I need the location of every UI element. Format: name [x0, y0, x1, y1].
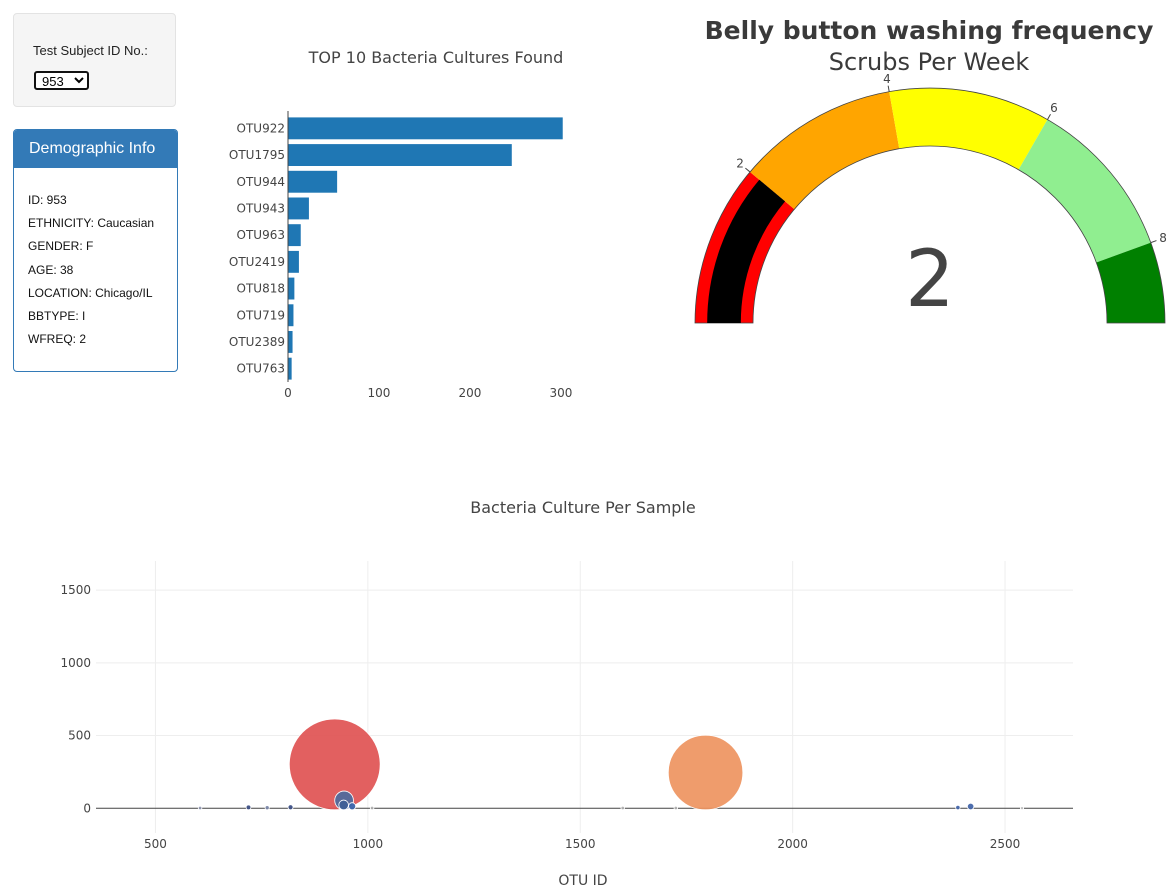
bar-category-label: OTU2419: [229, 255, 285, 269]
bubble-point: [288, 718, 381, 811]
bubble-point: [620, 805, 625, 811]
bubble-point: [287, 804, 294, 811]
bubble-chart-title: Bacteria Culture Per Sample: [470, 498, 696, 517]
bar: [288, 277, 295, 300]
bubble-point: [1019, 806, 1025, 811]
demographic-row-wfreq: WFREQ: 2: [28, 332, 87, 347]
demographic-row-location: LOCATION: Chicago/IL: [28, 285, 153, 300]
bubble-point: [369, 805, 375, 811]
gauge-tick-label: 4: [883, 72, 891, 86]
gauge-band: [749, 91, 900, 210]
demographic-row-bbtype: BBTYPE: I: [28, 308, 86, 323]
gauge-subtitle: Scrubs Per Week: [829, 48, 1030, 76]
bar-x-tick-label: 300: [549, 386, 572, 400]
demographic-info-panel: Demographic Info ID: 953 ETHNICITY: Cauc…: [13, 129, 178, 372]
demographic-row-ethnicity: ETHNICITY: Caucasian: [28, 216, 155, 231]
demographic-info-body: ID: 953 ETHNICITY: Caucasian GENDER: F A…: [14, 168, 177, 354]
bubble-axes: 500 1000 1500 2000 2500 0 500 1000 1500: [60, 583, 1020, 851]
bar-category-label: OTU944: [237, 175, 285, 189]
demographic-row-gender: GENDER: F: [28, 239, 94, 254]
gauge-tick: [887, 85, 890, 92]
bar: [288, 250, 299, 273]
bar: [288, 144, 512, 166]
bar: [288, 357, 292, 380]
bar-plot-area: OTU922 OTU1795 OTU944 OTU943 OTU963 OTU2419 OT…: [229, 111, 572, 400]
demographic-info-title: Demographic Info: [14, 130, 177, 168]
bar: [288, 304, 294, 327]
bubble-y-tick-label: 1000: [60, 656, 91, 670]
bubble-x-tick-label: 2000: [777, 837, 808, 851]
bubble-x-tick-label: 1500: [565, 837, 596, 851]
bubble-y-tick-label: 1500: [60, 583, 91, 597]
bar-category-label: OTU963: [237, 228, 285, 242]
bubble-x-axis-label: OTU ID: [558, 873, 607, 889]
bubble-grid: [96, 561, 1073, 833]
gauge-title: Belly button washing frequency: [705, 16, 1154, 45]
demographic-row-id: ID: 953: [28, 193, 67, 207]
bar-category-label: OTU943: [237, 201, 285, 215]
bar-x-tick-label: 200: [458, 386, 481, 400]
gauge-band: [1018, 119, 1151, 263]
gauge-value-number: 2: [905, 235, 955, 325]
gauge-value-bar: [707, 179, 786, 323]
bar-category-label: OTU719: [237, 308, 285, 322]
bar-x-tick-label: 0: [284, 386, 292, 400]
bar-category-label: OTU922: [237, 121, 285, 135]
subject-selector-label: Test Subject ID No.:: [33, 43, 148, 58]
bubble-x-tick-label: 1000: [353, 837, 384, 851]
gauge-band: [889, 88, 1048, 170]
bubble-y-tick-label: 0: [83, 801, 91, 815]
bubble-point: [338, 799, 349, 811]
bubble-y-tick-label: 500: [68, 729, 91, 743]
gauge-tick-label: 2: [736, 157, 744, 171]
subject-selector-panel: Test Subject ID No.: 953: [13, 13, 176, 107]
bubble-point: [966, 802, 975, 811]
gauge-tick: [1047, 114, 1051, 120]
bubble-point: [197, 805, 203, 811]
top10-bar-chart: TOP 10 Bacteria Cultures Found OTU922OTU…: [229, 48, 572, 400]
bar: [288, 170, 338, 193]
wash-frequency-gauge: Belly button washing frequency Scrubs Pe…: [694, 16, 1167, 325]
bubble-chart: Bacteria Culture Per Sample 500 1000 1500 2…: [60, 498, 1073, 889]
bar: [288, 224, 301, 247]
bar-category-label: OTU763: [237, 362, 285, 376]
demographic-row-age: AGE: 38: [28, 262, 74, 277]
gauge-tick: [1150, 240, 1157, 244]
gauge-tick-label: 6: [1050, 101, 1058, 115]
bubble-plot-area: [197, 718, 1025, 811]
bubble-x-tick-label: 500: [144, 837, 167, 851]
bubble-point: [264, 805, 270, 811]
gauge-outline: [694, 87, 1166, 324]
bar-category-label: OTU2389: [229, 335, 285, 349]
bar-category-label: OTU1795: [229, 148, 285, 162]
bubble-point: [955, 804, 961, 811]
gauge-tick: [745, 167, 751, 173]
bubble-point: [348, 802, 357, 811]
bar-chart-title: TOP 10 Bacteria Cultures Found: [308, 48, 564, 67]
bar: [288, 197, 309, 220]
gauge-band: [1096, 242, 1165, 323]
bubble-point: [245, 804, 252, 811]
bar-x-tick-label: 100: [368, 386, 391, 400]
bar: [288, 331, 293, 353]
bar: [288, 117, 563, 140]
subject-id-select[interactable]: 953: [34, 71, 89, 90]
bubble-point: [673, 805, 679, 811]
bubble-x-tick-label: 2500: [990, 837, 1021, 851]
gauge-tick-label: 8: [1159, 231, 1167, 245]
bar-category-label: OTU818: [237, 282, 285, 296]
bubble-point: [667, 734, 744, 811]
gauge-plot-area: 2 4 6 8: [694, 72, 1167, 324]
